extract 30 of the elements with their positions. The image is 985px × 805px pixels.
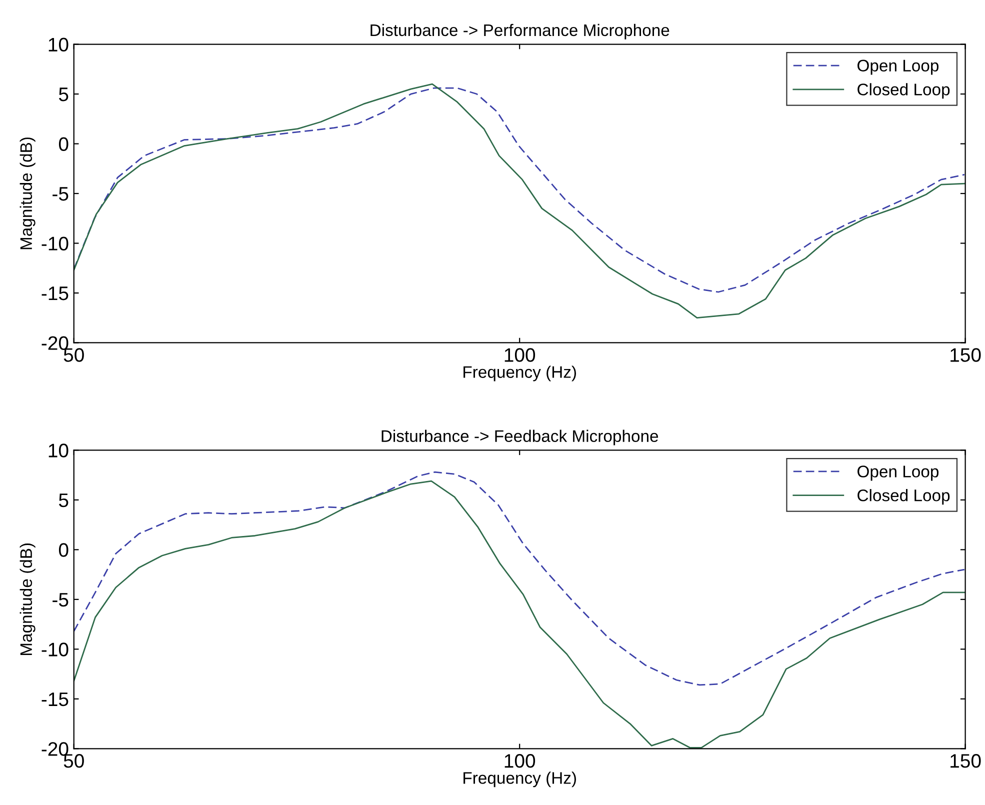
legend-label: Open Loop — [858, 60, 938, 75]
y-tick-label: -5 — [52, 593, 68, 607]
x-tick-label: 100 — [504, 348, 536, 362]
y-tick-label: 5 — [58, 88, 68, 102]
y-tick-label: -10 — [42, 236, 68, 250]
legend-label: Closed Loop — [858, 83, 950, 99]
legend-label: Closed Loop — [858, 489, 950, 505]
y-tick-label: -20 — [42, 336, 68, 350]
x-tick-label: 50 — [64, 348, 84, 362]
y-axis-title: Magnitude (dB) — [20, 138, 36, 250]
legend-label: Open Loop — [858, 466, 938, 481]
y-tick-label: 5 — [58, 494, 68, 508]
y-tick-label: -15 — [42, 286, 68, 300]
x-tick-label: 150 — [950, 754, 981, 768]
y-tick-label: -5 — [52, 187, 68, 201]
y-tick-label: -15 — [42, 692, 68, 706]
y-tick-label: 10 — [48, 444, 68, 458]
x-tick-label: 100 — [504, 754, 536, 768]
chart-title: Disturbance -> Feedback Microphone — [382, 430, 658, 446]
y-tick-label: 10 — [48, 38, 68, 52]
x-axis-title: Frequency (Hz) — [464, 366, 576, 382]
y-tick-label: 0 — [58, 137, 68, 151]
x-tick-label: 150 — [950, 348, 981, 362]
x-axis-title: Frequency (Hz) — [464, 772, 576, 788]
y-tick-label: 0 — [58, 543, 68, 557]
y-tick-label: -10 — [42, 642, 68, 656]
y-axis-title: Magnitude (dB) — [20, 543, 36, 656]
chart-title: Disturbance -> Performance Microphone — [370, 24, 670, 40]
y-tick-label: -20 — [42, 742, 68, 756]
x-tick-label: 50 — [64, 754, 84, 768]
